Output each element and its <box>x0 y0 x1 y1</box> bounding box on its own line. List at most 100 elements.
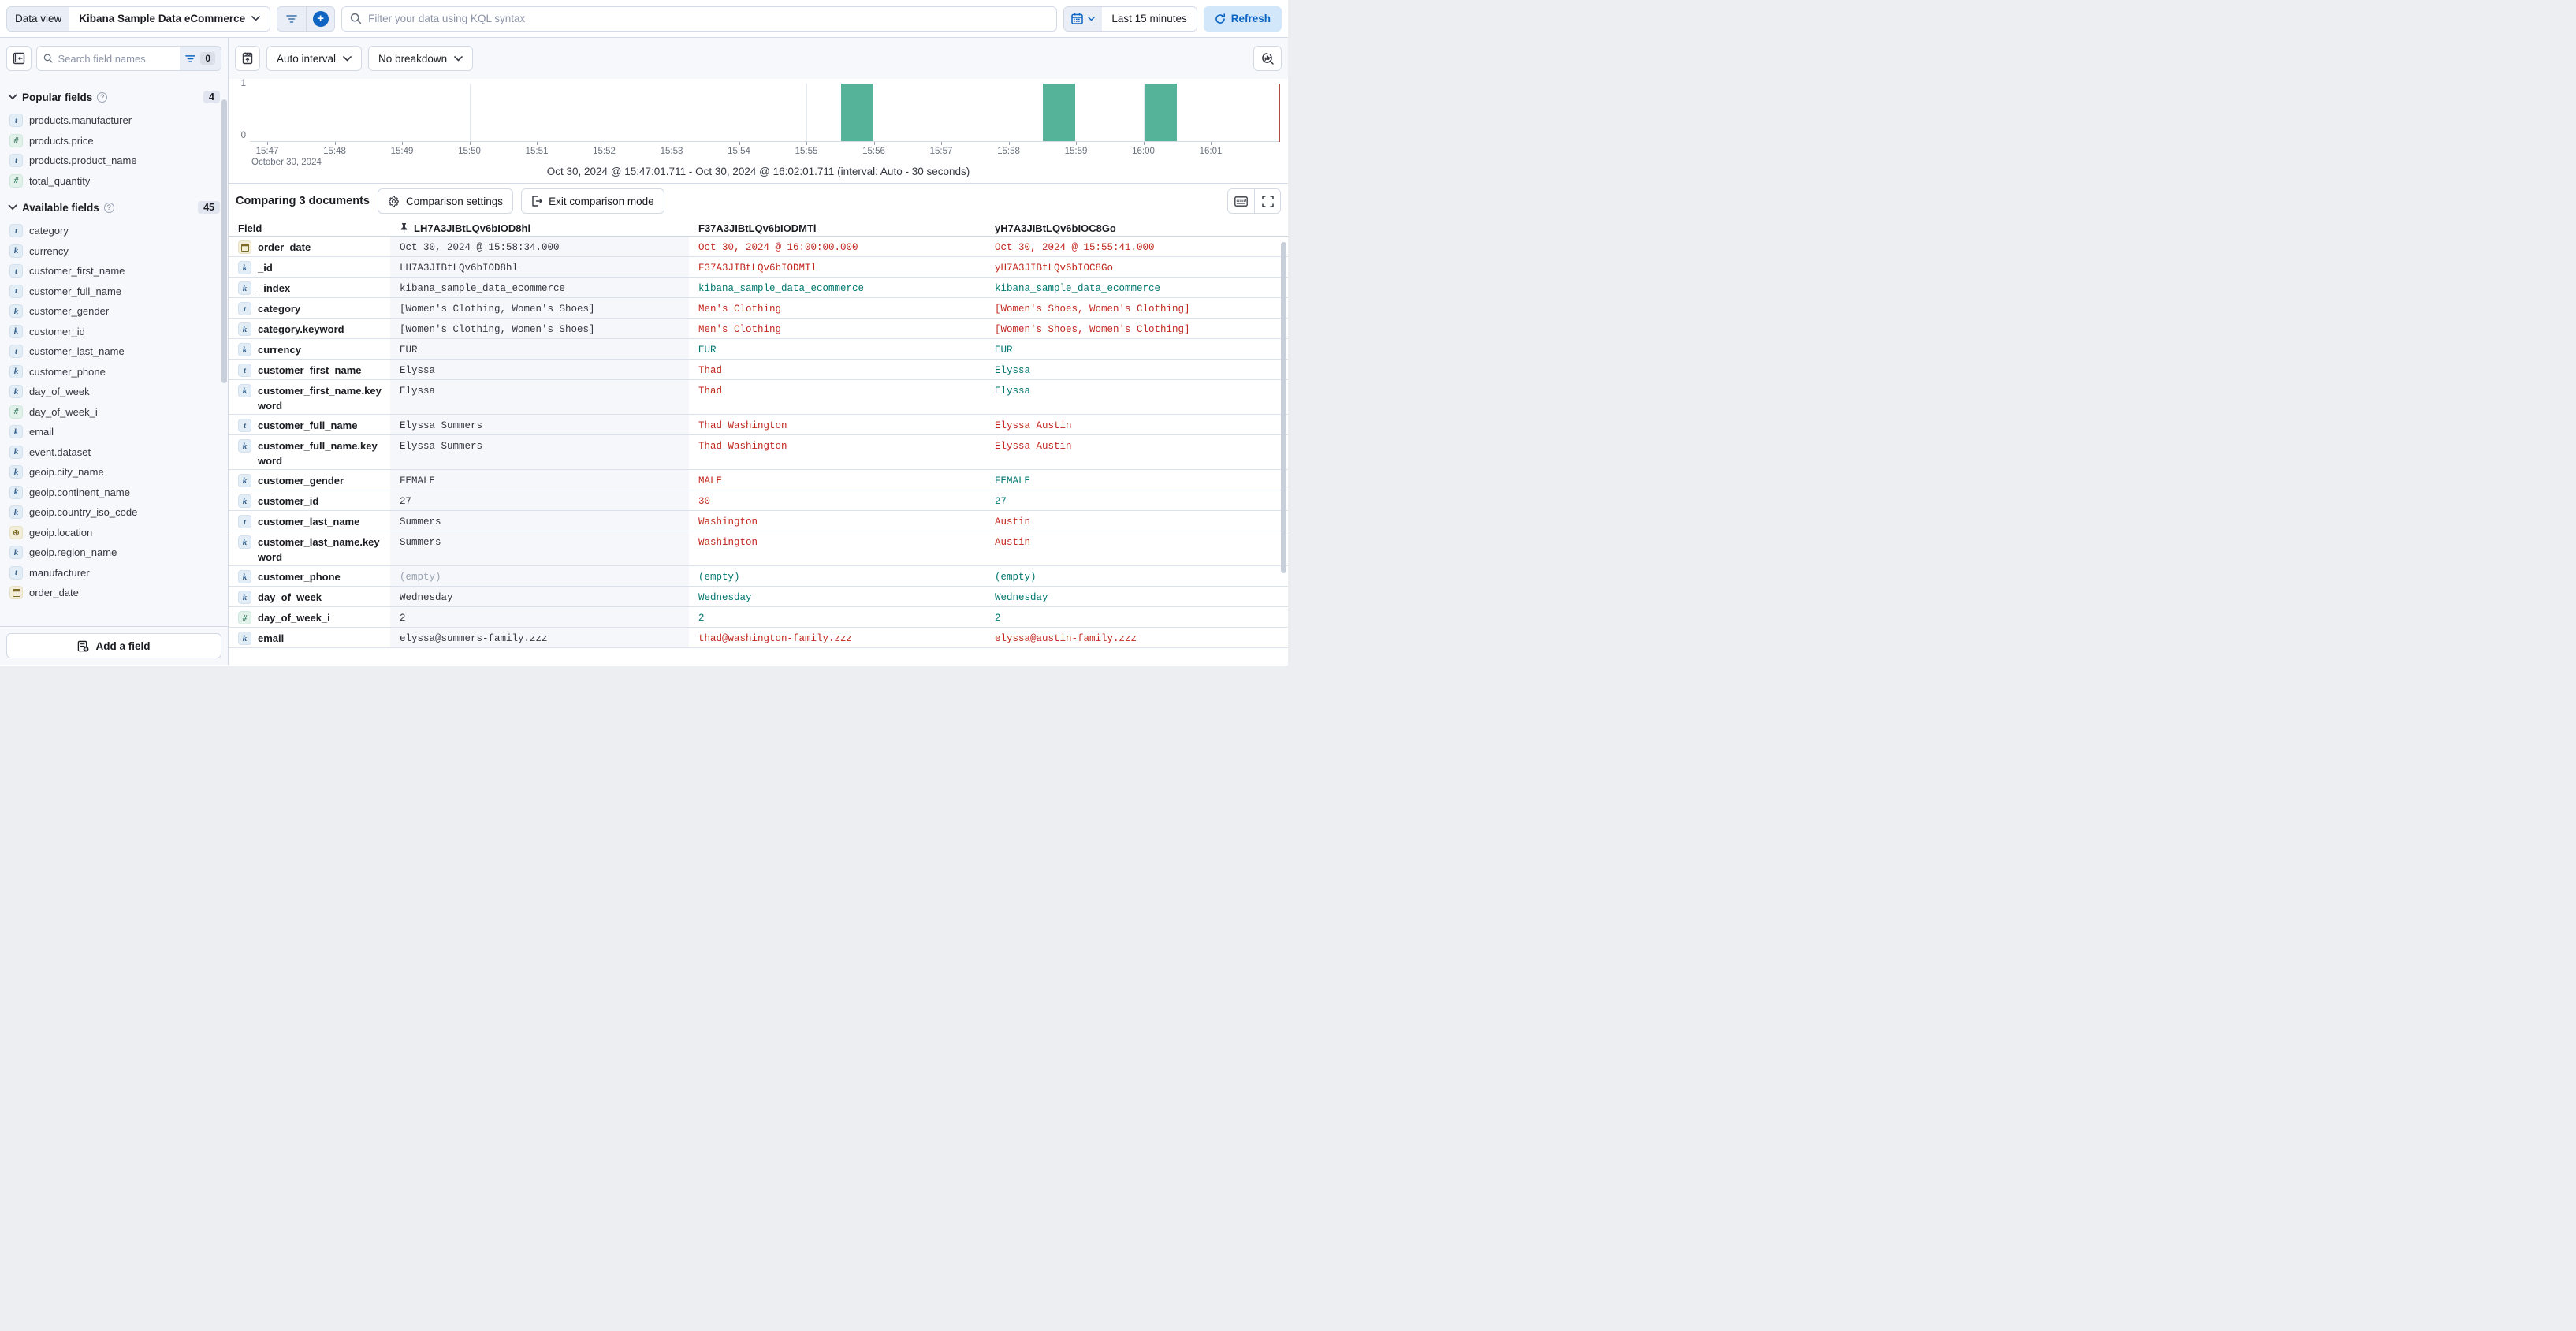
sidebar-field-products.price[interactable]: # products.price <box>8 131 220 151</box>
text-field-icon: t <box>238 302 251 315</box>
keyboard-shortcuts-button[interactable] <box>1228 189 1254 213</box>
histogram-bar[interactable] <box>1144 84 1177 141</box>
sidebar-field-geoip.location[interactable]: ⊕ geoip.location <box>8 523 220 543</box>
search-icon <box>43 54 53 63</box>
filter-legend-button[interactable] <box>277 7 306 31</box>
add-filter-button[interactable]: + <box>306 6 334 31</box>
sidebar-field-manufacturer[interactable]: t manufacturer <box>8 563 220 583</box>
keyword-field-icon: k <box>9 304 23 319</box>
field-name: products.price <box>29 134 94 147</box>
sidebar-field-customer_id[interactable]: k customer_id <box>8 322 220 342</box>
doc-column-header[interactable]: LH7A3JIBtLQv6bIOD8hl <box>400 222 530 234</box>
collapse-sidebar-button[interactable] <box>6 46 32 71</box>
histogram-bar[interactable] <box>1043 84 1076 141</box>
cell-value: 2 <box>995 613 1001 624</box>
time-range-value[interactable]: Last 15 minutes <box>1102 6 1197 31</box>
chart-gridline <box>806 84 807 141</box>
comparison-row-category.keyword: k category.keyword [Women's Clothing, Wome… <box>229 319 1288 339</box>
cell-value: 2 <box>400 613 406 624</box>
refresh-button[interactable]: Refresh <box>1203 6 1282 32</box>
comparison-row-day_of_week: k day_of_week Wednesday Wednesday Wednesday <box>229 587 1288 607</box>
table-scrollbar[interactable] <box>1281 242 1286 573</box>
edit-visualization-button[interactable] <box>1253 46 1282 71</box>
hide-chart-button[interactable] <box>235 46 260 71</box>
sidebar-field-customer_first_name[interactable]: t customer_first_name <box>8 261 220 281</box>
cell-value: Elyssa Summers <box>400 420 483 431</box>
fullscreen-button[interactable] <box>1254 189 1280 213</box>
fields-sidebar: 0 Popular fields? 4 t products.manufacturer… <box>0 38 229 665</box>
sidebar-field-geoip.continent_name[interactable]: k geoip.continent_name <box>8 483 220 503</box>
sidebar-field-customer_gender[interactable]: k customer_gender <box>8 301 220 322</box>
sidebar-field-email[interactable]: k email <box>8 422 220 442</box>
sidebar-field-customer_full_name[interactable]: t customer_full_name <box>8 281 220 302</box>
text-field-icon: t <box>9 224 23 238</box>
sidebar-field-day_of_week_i[interactable]: # day_of_week_i <box>8 402 220 423</box>
histogram-plot[interactable]: 15:47 15:48 15:49 15:50 15:51 15:52 15:53 15:54… <box>250 84 1280 167</box>
comparison-row-customer_id: k customer_id 27 30 27 <box>229 490 1288 511</box>
sidebar-field-customer_phone[interactable]: k customer_phone <box>8 362 220 382</box>
add-field-button[interactable]: Add a field <box>6 633 221 658</box>
sidebar-field-day_of_week[interactable]: k day_of_week <box>8 382 220 402</box>
x-axis-date-label: October 30, 2024 <box>251 158 322 167</box>
sidebar-field-products.product_name[interactable]: t products.product_name <box>8 151 220 171</box>
row-field-name: _index <box>258 282 291 294</box>
breakdown-dropdown[interactable]: No breakdown <box>368 46 474 71</box>
chart-gridline <box>469 84 471 141</box>
row-field-name: _id <box>258 262 273 274</box>
y-axis-tick-0: 0 <box>240 131 246 140</box>
kql-query-bar[interactable] <box>341 6 1058 32</box>
cell-value: Austin <box>995 537 1031 548</box>
search-icon <box>350 13 362 24</box>
date-picker-button[interactable] <box>1064 6 1103 31</box>
comparison-row-day_of_week_i: # day_of_week_i 2 2 2 <box>229 607 1288 628</box>
add-field-icon <box>78 640 89 651</box>
field-name: geoip.country_iso_code <box>29 506 138 519</box>
row-field-name: order_date <box>258 241 311 253</box>
data-view-picker[interactable]: Data view Kibana Sample Data eCommerce <box>6 6 271 32</box>
row-field-name: email <box>258 632 285 644</box>
sidebar-field-geoip.city_name[interactable]: k geoip.city_name <box>8 462 220 483</box>
field-section-header[interactable]: Available fields? 45 <box>8 199 220 216</box>
data-view-value[interactable]: Kibana Sample Data eCommerce <box>69 6 270 31</box>
sidebar-scrollbar[interactable] <box>221 99 227 383</box>
sidebar-field-event.dataset[interactable]: k event.dataset <box>8 442 220 463</box>
doc-column-header[interactable]: F37A3JIBtLQv6bIODMTl <box>698 222 817 234</box>
sidebar-field-category[interactable]: t category <box>8 221 220 241</box>
field-search-input[interactable] <box>58 52 174 65</box>
field-name: day_of_week_i <box>29 405 98 418</box>
doc-column-header[interactable]: yH7A3JIBtLQv6bIOC8Go <box>995 222 1116 234</box>
sidebar-field-geoip.region_name[interactable]: k geoip.region_name <box>8 542 220 563</box>
cell-value: (empty) <box>995 572 1037 583</box>
field-section-title: Available fields <box>22 201 99 214</box>
cell-value: EUR <box>400 345 418 356</box>
kql-query-input[interactable] <box>368 13 1049 24</box>
comparison-table: Field LH7A3JIBtLQv6bIOD8hl F37A3JIBtLQv6bI… <box>229 218 1288 665</box>
histogram-bar[interactable] <box>840 84 873 141</box>
field-name: products.product_name <box>29 155 137 167</box>
field-filter-button[interactable]: 0 <box>180 47 221 70</box>
x-axis-label: 15:54 <box>728 147 750 156</box>
cell-value: Wednesday <box>698 592 752 603</box>
comparison-settings-button[interactable]: Comparison settings <box>378 188 514 214</box>
x-axis-tick <box>941 142 942 145</box>
geo-point-field-icon: ⊕ <box>9 525 23 539</box>
x-axis-tick <box>402 142 403 145</box>
field-section-header[interactable]: Popular fields? 4 <box>8 88 220 106</box>
x-axis-label: 15:58 <box>997 147 1020 156</box>
sidebar-field-total_quantity[interactable]: # total_quantity <box>8 171 220 192</box>
x-axis-tick <box>806 142 807 145</box>
exit-comparison-button[interactable]: Exit comparison mode <box>521 188 664 214</box>
comparison-row-customer_first_name: t customer_first_name Elyssa Thad Elyssa <box>229 360 1288 380</box>
field-name: products.manufacturer <box>29 114 132 127</box>
chevron-down-icon <box>251 16 260 21</box>
sidebar-field-order_date[interactable]: order_date <box>8 583 220 603</box>
sidebar-field-currency[interactable]: k currency <box>8 241 220 262</box>
cell-value: Wednesday <box>995 592 1048 603</box>
cell-value: Summers <box>400 537 441 548</box>
cell-value: (empty) <box>698 572 740 583</box>
sidebar-field-products.manufacturer[interactable]: t products.manufacturer <box>8 110 220 131</box>
time-range-caption: Oct 30, 2024 @ 15:47:01.711 - Oct 30, 20… <box>546 166 970 177</box>
interval-dropdown[interactable]: Auto interval <box>266 46 363 71</box>
sidebar-field-geoip.country_iso_code[interactable]: k geoip.country_iso_code <box>8 502 220 523</box>
sidebar-field-customer_last_name[interactable]: t customer_last_name <box>8 341 220 362</box>
